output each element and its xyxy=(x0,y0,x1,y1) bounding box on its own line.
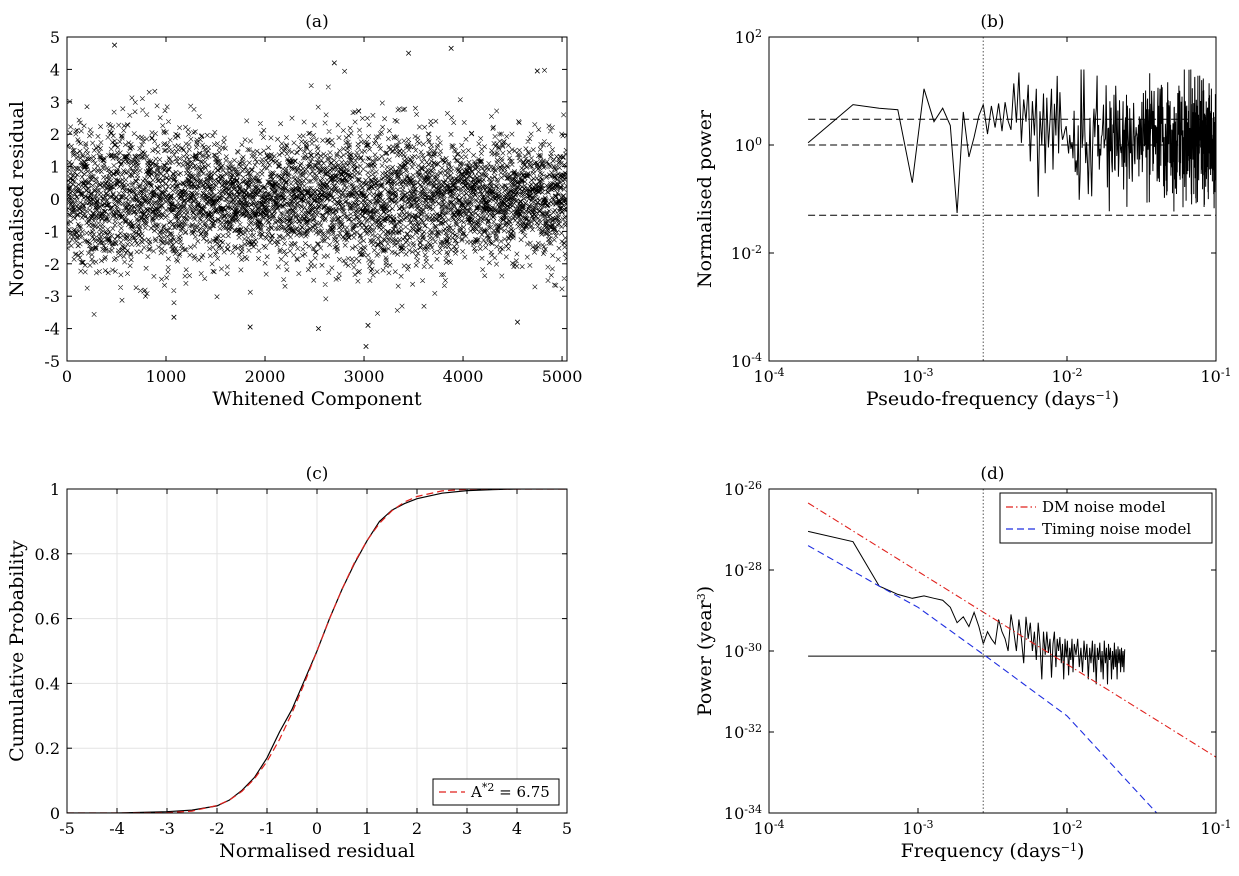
scatter-point-outlier xyxy=(315,326,322,332)
normal-cdf-line xyxy=(67,489,567,813)
plot-lines xyxy=(807,489,1216,813)
x-tick-label: 10-2 xyxy=(1051,818,1082,839)
y-tick-label: 0.4 xyxy=(35,674,60,693)
scatter-marks xyxy=(67,67,567,317)
x-tick-label: 5000 xyxy=(542,367,583,386)
x-tick-label: 2000 xyxy=(245,367,286,386)
x-axis-label: Whitened Component xyxy=(212,388,422,410)
x-axis-label: Normalised residual xyxy=(219,840,415,862)
y-axis-label: Power (year3) xyxy=(694,586,716,716)
x-tick-label: 10-1 xyxy=(1200,818,1231,839)
timing-noise-model-line xyxy=(807,545,1158,813)
y-axis-label: Normalised power xyxy=(694,109,716,288)
y-tick-label: 10-2 xyxy=(731,243,762,264)
y-tick-label: 0.8 xyxy=(35,545,60,564)
legend: DM noise model Timing noise model xyxy=(999,492,1213,544)
scatter-point-outlier xyxy=(448,45,454,51)
axes-frame xyxy=(768,36,1217,362)
scatter-points xyxy=(67,42,567,350)
y-tick-label: 100 xyxy=(735,135,762,156)
power-spectrum-line xyxy=(807,530,1126,685)
y-tick-label: 3 xyxy=(50,93,60,112)
scatter-point-outlier xyxy=(111,42,118,48)
axes-3: -5 -4 -3 -2 -1 0 1 2 3 4 5 0 0.2 0.4 0.6 0.8 1 (c) Normali… xyxy=(6,464,572,862)
y-tick-label: 0 xyxy=(50,190,60,209)
plot-lines xyxy=(807,37,1216,361)
x-axis-label: Frequency (days−1) xyxy=(901,840,1085,862)
y-tick-label: -3 xyxy=(44,287,60,306)
y-tick-label: 0.2 xyxy=(35,739,60,758)
legend-label: DM noise model xyxy=(1042,498,1166,516)
y-tick-label: 10-30 xyxy=(724,641,762,662)
x-tick-label: 10-3 xyxy=(902,818,933,839)
panel-title: (c) xyxy=(306,464,329,484)
y-tick-label: 10-34 xyxy=(724,803,762,824)
panel-title: (b) xyxy=(980,12,1004,32)
x-tick-label: 3000 xyxy=(344,367,385,386)
y-tick-label: 10-4 xyxy=(731,351,762,372)
y-tick-label: -1 xyxy=(44,222,60,241)
y-tick-label: 1 xyxy=(50,480,60,499)
x-tick-label: 10-1 xyxy=(1200,366,1231,387)
axes-2: 10-4 10-3 10-2 10-1 10-4 10-2 100 102 (b) Pseudo-… xyxy=(694,12,1232,410)
y-tick-label: 0.6 xyxy=(35,610,60,629)
scatter-point-outlier xyxy=(331,60,337,66)
scatter-point-outlier xyxy=(514,319,521,325)
x-tick-label: 0 xyxy=(312,819,322,838)
x-tick-label: 0 xyxy=(62,367,72,386)
x-tick-label: -3 xyxy=(159,819,175,838)
x-tick-label: 5 xyxy=(562,819,572,838)
x-tick-label: 1000 xyxy=(146,367,187,386)
x-tick-label: -1 xyxy=(259,819,275,838)
y-tick-label: 10-32 xyxy=(724,722,762,743)
scatter-point-outlier xyxy=(363,343,369,350)
legend-box xyxy=(999,492,1213,544)
x-tick-label: 10-4 xyxy=(753,818,784,839)
legend-label: Timing noise model xyxy=(1042,520,1191,538)
axes-frame xyxy=(768,488,1217,814)
scatter-point-outlier xyxy=(534,68,540,74)
legend: A*2 = 6.75 xyxy=(432,778,560,806)
plot-lines xyxy=(67,489,567,813)
x-axis-label: Pseudo-frequency (days−1) xyxy=(866,388,1119,410)
scatter-point-outlier xyxy=(171,314,177,320)
y-axis-label: Normalised residual xyxy=(6,101,28,297)
x-tick-label: -2 xyxy=(209,819,225,838)
axes-frame xyxy=(66,488,568,814)
x-tick-label: -4 xyxy=(109,819,125,838)
y-tick-label: 2 xyxy=(50,125,60,144)
scatter-point-outlier xyxy=(247,324,253,330)
panel-title: (a) xyxy=(305,12,328,32)
y-tick-label: 4 xyxy=(50,60,60,79)
y-tick-label: 10-26 xyxy=(724,479,762,500)
scatter-point-outlier xyxy=(365,322,371,328)
y-tick-label: 1 xyxy=(50,158,60,177)
y-tick-label: 0 xyxy=(50,804,60,823)
panel-title: (d) xyxy=(980,464,1004,484)
x-tick-label: 1 xyxy=(362,819,372,838)
y-tick-label: 5 xyxy=(50,28,60,47)
axes-frame xyxy=(66,36,568,362)
axes-1: 0 1000 2000 3000 4000 5000 -5 -4 -3 -2 -1 0 1 2 3 4 5 (a)… xyxy=(6,12,582,410)
x-tick-label: 4000 xyxy=(443,367,484,386)
power-spectrum-line xyxy=(807,69,1216,214)
scatter-point-outlier xyxy=(406,50,412,56)
y-tick-label: -4 xyxy=(44,320,60,339)
x-tick-label: 10-4 xyxy=(753,366,784,387)
x-tick-label: 2 xyxy=(412,819,422,838)
y-tick-label: -5 xyxy=(44,352,60,371)
y-tick-label: 102 xyxy=(735,27,762,48)
x-tick-label: -5 xyxy=(59,819,75,838)
legend-label: A*2 = 6.75 xyxy=(470,781,550,802)
y-axis-label: Cumulative Probability xyxy=(6,540,28,762)
y-tick-label: -2 xyxy=(44,255,60,274)
x-tick-label: 3 xyxy=(462,819,472,838)
x-tick-label: 10-3 xyxy=(902,366,933,387)
x-tick-label: 4 xyxy=(512,819,522,838)
x-tick-label: 10-2 xyxy=(1051,366,1082,387)
y-tick-label: 10-28 xyxy=(724,560,762,581)
axes-4: 10-4 10-3 10-2 10-1 10-34 10-32 10-30 10-28 10-2… xyxy=(694,464,1232,862)
